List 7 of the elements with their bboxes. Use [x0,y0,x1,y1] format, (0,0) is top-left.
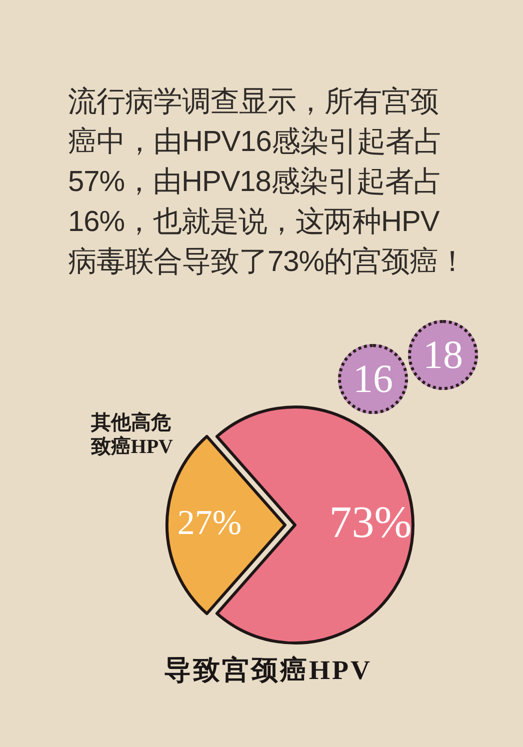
data-label: 27% [177,503,242,542]
data-label: 73% [329,496,412,547]
text: 导致宫颈癌HPV [163,654,373,687]
circle-badge: 18 [408,320,478,390]
slice-label: 其他高危致癌HPV [90,411,174,458]
circle-badge: 16 [338,344,408,414]
chart-title: 流行病学调查显示，所有宫颈癌中，由HPV16感染引起者占57%，由HPV18感染引起者占16%，也就是说，这两种HPV病毒联合导致了73%的宫颈癌！ [68,85,467,280]
